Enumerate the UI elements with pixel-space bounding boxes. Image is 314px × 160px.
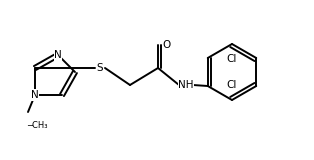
Text: ─CH₃: ─CH₃ (27, 121, 47, 130)
Text: Cl: Cl (227, 80, 237, 90)
Text: S: S (97, 63, 103, 73)
Text: Cl: Cl (227, 54, 237, 64)
Text: NH: NH (178, 80, 194, 90)
Text: O: O (163, 40, 171, 50)
Text: N: N (31, 90, 39, 100)
Text: N: N (54, 50, 62, 60)
